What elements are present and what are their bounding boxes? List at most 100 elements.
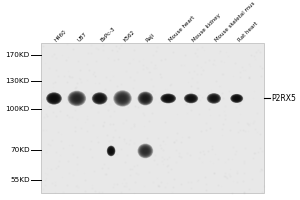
Ellipse shape xyxy=(230,94,243,103)
Ellipse shape xyxy=(212,97,216,100)
Ellipse shape xyxy=(210,96,218,101)
Ellipse shape xyxy=(118,94,127,103)
Ellipse shape xyxy=(185,95,197,102)
Ellipse shape xyxy=(211,96,217,101)
Ellipse shape xyxy=(70,93,83,104)
Ellipse shape xyxy=(70,92,84,105)
Ellipse shape xyxy=(207,93,220,103)
Ellipse shape xyxy=(47,93,61,104)
Ellipse shape xyxy=(109,148,114,154)
Ellipse shape xyxy=(166,97,171,100)
Ellipse shape xyxy=(160,94,176,103)
Ellipse shape xyxy=(232,95,241,102)
Text: K562: K562 xyxy=(122,29,136,43)
Ellipse shape xyxy=(73,95,81,102)
Ellipse shape xyxy=(114,91,131,106)
Ellipse shape xyxy=(211,96,217,100)
Ellipse shape xyxy=(110,149,113,153)
Ellipse shape xyxy=(185,94,197,103)
Ellipse shape xyxy=(208,94,220,103)
Ellipse shape xyxy=(96,95,104,102)
Ellipse shape xyxy=(210,95,218,102)
Ellipse shape xyxy=(72,94,82,102)
Text: Mouse skeletal mus: Mouse skeletal mus xyxy=(214,1,256,43)
Ellipse shape xyxy=(115,92,130,105)
Ellipse shape xyxy=(142,148,148,154)
Ellipse shape xyxy=(138,144,153,158)
Ellipse shape xyxy=(165,97,171,100)
Ellipse shape xyxy=(96,96,103,101)
Ellipse shape xyxy=(117,94,128,103)
Ellipse shape xyxy=(69,92,85,105)
Ellipse shape xyxy=(138,92,153,105)
Ellipse shape xyxy=(231,94,243,103)
Text: 130KD: 130KD xyxy=(5,78,30,84)
Ellipse shape xyxy=(109,149,113,153)
Ellipse shape xyxy=(142,96,148,101)
Ellipse shape xyxy=(139,93,152,104)
Ellipse shape xyxy=(50,96,57,101)
Ellipse shape xyxy=(68,91,86,106)
Ellipse shape xyxy=(94,94,105,103)
Ellipse shape xyxy=(233,96,240,101)
Text: Raji: Raji xyxy=(146,32,156,43)
Ellipse shape xyxy=(208,94,220,103)
Ellipse shape xyxy=(165,96,172,101)
Ellipse shape xyxy=(142,148,149,154)
Text: H460: H460 xyxy=(54,29,68,43)
Ellipse shape xyxy=(234,97,239,100)
Ellipse shape xyxy=(108,147,115,155)
Ellipse shape xyxy=(141,147,150,155)
Ellipse shape xyxy=(164,96,172,101)
Ellipse shape xyxy=(137,144,153,158)
Ellipse shape xyxy=(163,95,174,102)
Ellipse shape xyxy=(234,96,239,100)
Bar xyxy=(41,43,264,193)
Ellipse shape xyxy=(107,146,115,156)
Ellipse shape xyxy=(50,95,58,102)
Ellipse shape xyxy=(141,94,150,102)
Ellipse shape xyxy=(71,94,82,103)
Text: 170KD: 170KD xyxy=(5,52,30,58)
Ellipse shape xyxy=(141,147,149,155)
Ellipse shape xyxy=(209,95,219,102)
Ellipse shape xyxy=(141,95,149,102)
Ellipse shape xyxy=(116,93,129,104)
Ellipse shape xyxy=(74,96,80,101)
Ellipse shape xyxy=(46,92,62,105)
Ellipse shape xyxy=(188,96,195,101)
Ellipse shape xyxy=(68,91,86,106)
Text: Mouse kidney: Mouse kidney xyxy=(191,13,221,43)
Ellipse shape xyxy=(140,146,151,156)
Ellipse shape xyxy=(118,95,127,102)
Text: P2RX5: P2RX5 xyxy=(271,94,296,103)
Ellipse shape xyxy=(110,149,112,153)
Text: Mouse heart: Mouse heart xyxy=(168,15,196,43)
Ellipse shape xyxy=(47,93,61,104)
Text: U87: U87 xyxy=(77,32,88,43)
Ellipse shape xyxy=(92,92,107,105)
Ellipse shape xyxy=(140,94,151,103)
Ellipse shape xyxy=(95,95,104,102)
Ellipse shape xyxy=(113,90,132,107)
Ellipse shape xyxy=(107,146,116,156)
Ellipse shape xyxy=(142,95,149,102)
Ellipse shape xyxy=(109,148,113,154)
Ellipse shape xyxy=(140,146,151,156)
Ellipse shape xyxy=(209,95,218,102)
Text: 70KD: 70KD xyxy=(10,147,30,153)
Ellipse shape xyxy=(92,93,107,104)
Ellipse shape xyxy=(187,96,195,101)
Ellipse shape xyxy=(97,97,102,100)
Ellipse shape xyxy=(119,95,126,101)
Ellipse shape xyxy=(115,91,130,105)
Ellipse shape xyxy=(108,147,114,155)
Ellipse shape xyxy=(139,145,152,157)
Ellipse shape xyxy=(189,97,193,100)
Ellipse shape xyxy=(232,96,241,101)
Ellipse shape xyxy=(139,92,152,104)
Ellipse shape xyxy=(49,94,59,102)
Ellipse shape xyxy=(50,95,58,102)
Ellipse shape xyxy=(231,95,242,102)
Ellipse shape xyxy=(162,95,174,102)
